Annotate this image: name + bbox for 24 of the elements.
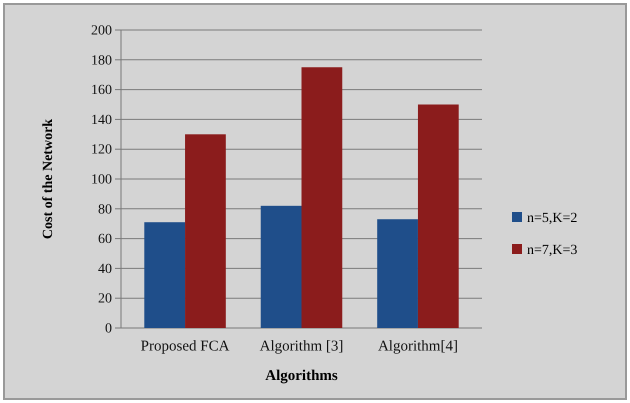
y-tick-label: 100 <box>91 172 112 188</box>
bar <box>185 134 226 328</box>
y-tick-label: 120 <box>91 142 112 158</box>
y-tick-label: 160 <box>91 83 112 98</box>
x-tick-label: Algorithm[4] <box>378 338 458 355</box>
y-axis-title: Cost of the Network <box>41 118 56 240</box>
y-tick-label: 80 <box>98 202 112 218</box>
bar <box>260 206 302 328</box>
y-tick-label: 60 <box>98 232 112 248</box>
y-tick-label: 200 <box>91 23 112 38</box>
y-tick-label: 40 <box>98 262 112 277</box>
y-tick-label: 180 <box>91 53 112 68</box>
x-axis-title: Algorithms <box>265 368 338 384</box>
legend-label: n=5,K=2 <box>527 211 578 226</box>
bar <box>144 222 186 328</box>
y-tick-label: 20 <box>98 292 112 307</box>
y-tick-label: 140 <box>91 112 112 128</box>
bar <box>418 104 459 328</box>
bar <box>377 219 418 328</box>
x-tick-label: Algorithm [3] <box>260 338 344 355</box>
bar <box>302 67 342 328</box>
x-tick-label: Proposed FCA <box>140 338 230 355</box>
legend-label: n=7,K=3 <box>527 243 578 258</box>
y-tick-label: 0 <box>105 321 112 336</box>
